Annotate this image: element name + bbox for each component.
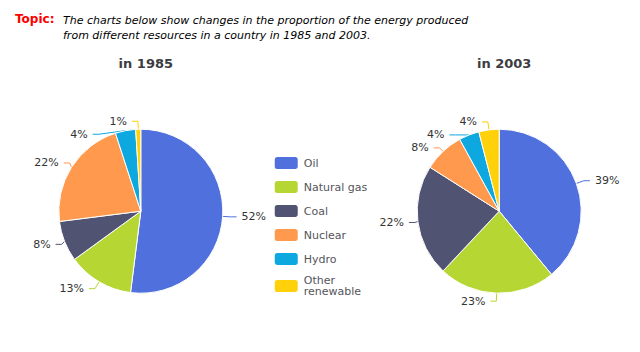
svg-text:Other: Other — [303, 274, 335, 287]
svg-text:Coal: Coal — [304, 205, 328, 218]
svg-text:52%: 52% — [242, 210, 266, 223]
svg-text:4%: 4% — [70, 128, 87, 141]
svg-text:renewable: renewable — [304, 285, 362, 298]
svg-text:Natural gas: Natural gas — [304, 181, 368, 194]
svg-text:22%: 22% — [34, 156, 58, 169]
svg-text:8%: 8% — [411, 141, 428, 154]
svg-text:The charts below show changes: The charts below show changes in the pro… — [63, 14, 469, 27]
svg-text:Hydro: Hydro — [304, 253, 337, 266]
svg-text:in 2003: in 2003 — [477, 56, 531, 71]
svg-text:in 1985: in 1985 — [119, 56, 173, 71]
svg-text:4%: 4% — [459, 115, 476, 128]
svg-text:4%: 4% — [427, 128, 444, 141]
svg-text:Nuclear: Nuclear — [304, 229, 347, 242]
svg-text:23%: 23% — [461, 295, 485, 308]
svg-text:Topic:: Topic: — [15, 12, 54, 26]
svg-text:8%: 8% — [33, 238, 50, 251]
svg-text:1%: 1% — [110, 115, 127, 128]
svg-text:from different resources in a: from different resources in a country in… — [63, 29, 370, 42]
svg-text:39%: 39% — [595, 174, 619, 187]
svg-text:Oil: Oil — [304, 157, 319, 170]
svg-text:13%: 13% — [60, 282, 84, 295]
svg-text:22%: 22% — [379, 216, 403, 229]
